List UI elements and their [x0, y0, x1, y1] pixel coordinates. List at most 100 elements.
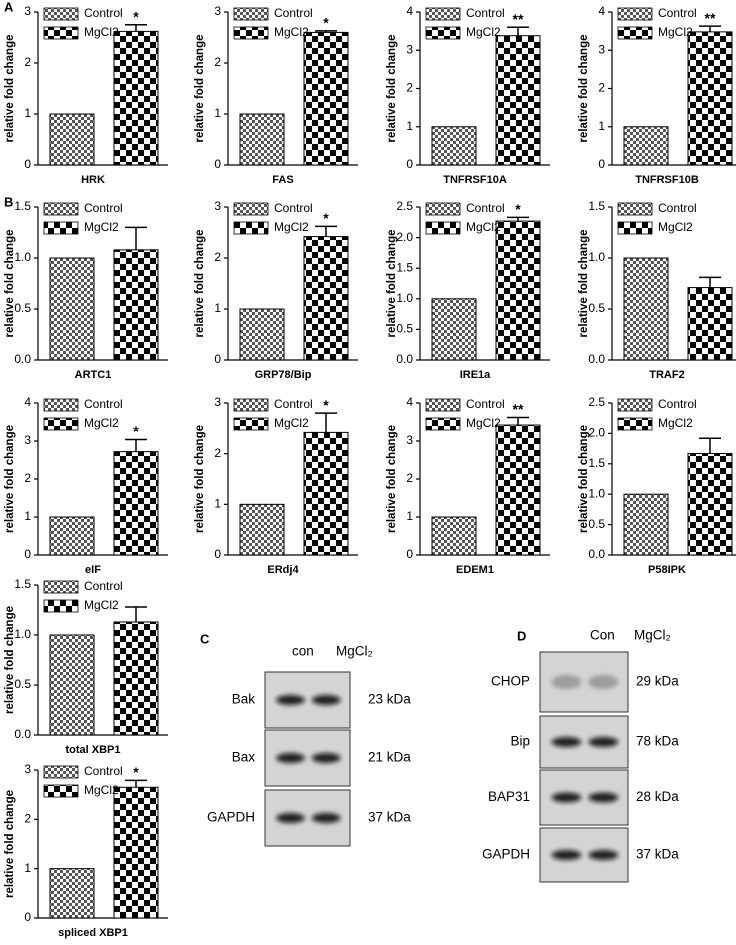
legend-label: Control	[658, 201, 697, 215]
row-label: GAPDH	[207, 810, 255, 825]
x-axis-label: FAS	[272, 174, 293, 186]
y-axis-label: relative fold change	[4, 790, 16, 898]
legend-swatch	[425, 417, 461, 431]
x-axis-label: TRAF2	[649, 369, 684, 381]
y-tick-label: 0.0	[14, 727, 31, 741]
y-tick-label: 1.0	[14, 250, 31, 264]
bar	[495, 220, 541, 361]
x-axis-label: HRK	[81, 174, 105, 186]
bar	[49, 113, 95, 166]
bar	[431, 516, 477, 556]
y-tick-label: 2	[24, 812, 31, 826]
bar	[623, 126, 669, 166]
x-axis-label: GRP78/Bip	[255, 369, 312, 381]
blot-band	[276, 695, 305, 705]
bar	[303, 431, 349, 556]
y-tick-label: 0	[406, 157, 413, 171]
bar	[49, 868, 95, 919]
legend-label: Control	[84, 397, 123, 411]
legend-swatch	[43, 7, 79, 21]
size-label: 29 kDa	[636, 674, 679, 689]
y-tick-label: 3	[24, 4, 31, 18]
legend-swatch	[425, 7, 461, 21]
legend-swatch	[43, 599, 79, 613]
y-tick-label: 3	[214, 395, 221, 409]
row-label: BAP31	[488, 789, 530, 804]
legend-label: MgCl2	[274, 416, 309, 430]
legend-swatch	[617, 417, 653, 431]
bar	[239, 113, 285, 166]
size-label: 28 kDa	[636, 789, 679, 804]
y-tick-label: 2	[24, 471, 31, 485]
legend-label: MgCl2	[658, 416, 693, 430]
legend-swatch	[233, 202, 269, 216]
bar	[687, 31, 733, 166]
y-tick-label: 2.0	[588, 426, 605, 440]
bar	[113, 451, 159, 556]
bar	[49, 516, 95, 556]
blot-band	[551, 792, 582, 803]
y-tick-label: 1.5	[396, 260, 413, 274]
legend-swatch	[233, 417, 269, 431]
significance: **	[513, 401, 524, 417]
legend-label: Control	[274, 397, 313, 411]
significance: **	[705, 10, 716, 26]
bar	[431, 126, 477, 166]
legend-swatch	[233, 26, 269, 40]
legend-label: MgCl2	[84, 783, 119, 797]
x-axis-label: ERdj4	[267, 564, 299, 576]
legend-swatch	[425, 398, 461, 412]
legend-label: MgCl2	[466, 25, 501, 39]
y-tick-label: 1.5	[588, 456, 605, 470]
legend-swatch	[425, 26, 461, 40]
row-label: Bip	[510, 734, 530, 749]
y-tick-label: 0	[214, 157, 221, 171]
y-tick-label: 1	[214, 301, 221, 315]
y-axis-label: relative fold change	[194, 425, 206, 533]
panel-label: C	[200, 631, 210, 646]
y-tick-label: 0.0	[588, 547, 605, 561]
y-tick-label: 0.5	[14, 677, 31, 691]
legend-swatch	[43, 580, 79, 594]
lane-label: MgCl₂	[336, 644, 373, 659]
y-tick-label: 2.5	[588, 395, 605, 409]
significance: *	[323, 210, 329, 226]
y-tick-label: 4	[24, 395, 31, 409]
significance: *	[133, 423, 139, 439]
bar	[303, 236, 349, 361]
legend-swatch	[617, 398, 653, 412]
bar	[303, 31, 349, 166]
y-tick-label: 3	[214, 199, 221, 213]
significance: *	[133, 764, 139, 780]
blot-band	[588, 737, 619, 747]
y-axis-label: relative fold change	[4, 34, 16, 142]
y-tick-label: 1	[214, 106, 221, 120]
legend-label: MgCl2	[84, 25, 119, 39]
legend-label: MgCl2	[84, 416, 119, 430]
blot-band	[551, 737, 582, 747]
legend-swatch	[617, 26, 653, 40]
y-tick-label: 0	[214, 352, 221, 366]
x-axis-label: spliced XBP1	[58, 927, 128, 939]
legend-label: Control	[466, 397, 505, 411]
row-label: Bax	[232, 750, 256, 765]
y-tick-label: 1.5	[14, 577, 31, 591]
y-tick-label: 1	[24, 106, 31, 120]
bar	[113, 621, 159, 736]
y-axis-label: relative fold change	[194, 34, 206, 142]
y-axis-label: relative fold change	[194, 229, 206, 337]
row-label: CHOP	[491, 674, 530, 689]
legend-swatch	[425, 202, 461, 216]
y-tick-label: 1.0	[14, 627, 31, 641]
y-tick-label: 2	[598, 81, 605, 95]
y-tick-label: 0.5	[588, 301, 605, 315]
x-axis-label: TNFRSF10A	[443, 174, 507, 186]
legend-label: Control	[84, 6, 123, 20]
row-label: GAPDH	[482, 847, 530, 862]
y-axis-label: relative fold change	[386, 425, 398, 533]
blot-band	[588, 850, 619, 860]
y-tick-label: 0.0	[588, 352, 605, 366]
significance: *	[323, 15, 329, 31]
x-axis-label: total XBP1	[65, 744, 120, 756]
